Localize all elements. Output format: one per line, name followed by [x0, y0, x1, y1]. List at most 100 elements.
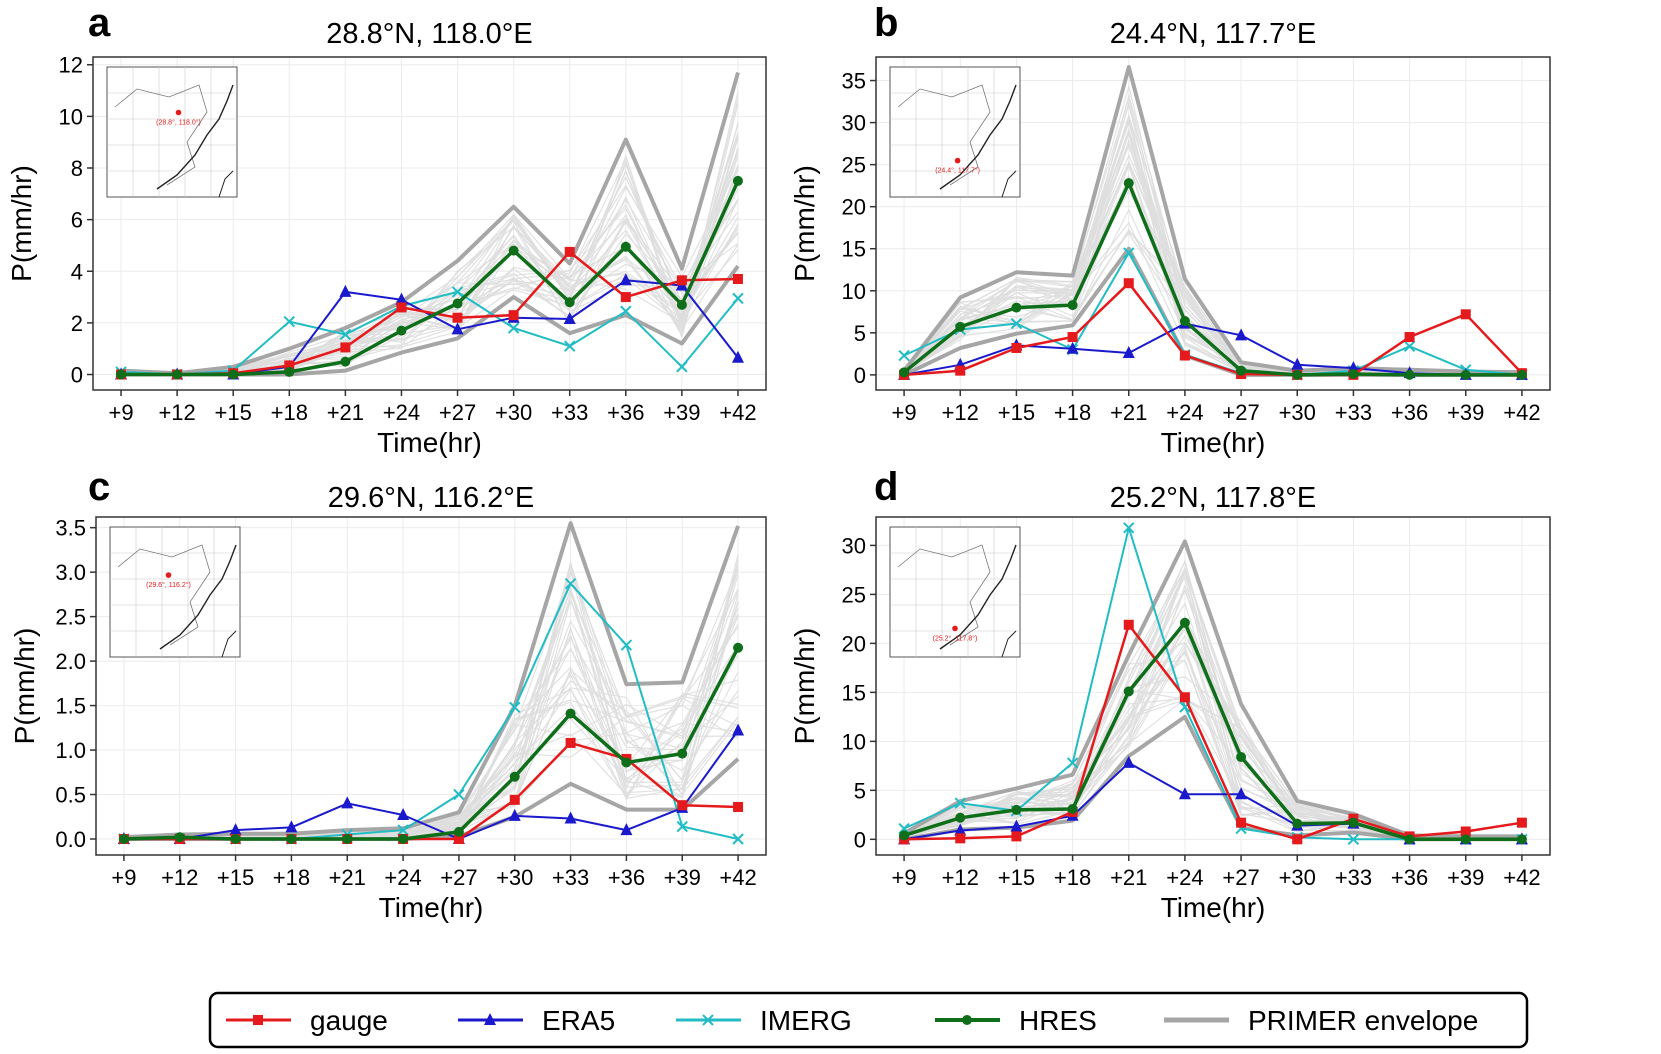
hres-point [564, 297, 575, 308]
hres-point [1123, 686, 1134, 697]
x-tick-label: +18 [1054, 865, 1091, 890]
hres-point [899, 830, 910, 841]
panel-letter: d [874, 465, 898, 509]
hres-point [452, 298, 463, 309]
inset-island [1001, 170, 1017, 198]
legend-entry-era5: ERA5 [458, 1005, 615, 1036]
era5-point [1122, 755, 1135, 768]
gauge-point [508, 310, 519, 321]
imerg-point [954, 797, 966, 809]
y-tick-label: 5 [854, 778, 866, 803]
y-tick-label: 8 [71, 156, 83, 181]
legend-label: ERA5 [542, 1005, 615, 1036]
x-tick-label: +21 [327, 400, 364, 425]
y-tick-label: 3.5 [55, 516, 86, 541]
plot-frame [95, 516, 767, 856]
gauge-point [955, 365, 966, 376]
location-inset-map: (25.2°, 117.8°) [889, 526, 1021, 658]
imerg-point [509, 701, 521, 714]
era5-point [1235, 328, 1248, 341]
legend-label: HRES [1019, 1005, 1097, 1036]
inset-location-dot [954, 157, 961, 164]
primer-envelope-upper-line [123, 521, 740, 840]
panel-b: b 24.4°N, 117.7°E 0 5 10 15 20 25 30 35 +9 +12 +15 +1… [789, 1, 1551, 458]
inset-boundary [897, 544, 991, 646]
legend: gauge ERA5 IMERG HRES PRIMER envelope [208, 991, 1529, 1049]
gauge-point [1460, 309, 1471, 320]
plot-frame [875, 516, 1551, 856]
y-tick-label: 10 [59, 104, 83, 129]
legend-entry-gauge: gauge [226, 1005, 388, 1036]
x-tick-label: +42 [719, 865, 756, 890]
y-tick-label: 0 [71, 363, 83, 388]
x-axis-label: Time(hr) [1161, 892, 1266, 923]
hres-point [565, 708, 576, 719]
imerg-point [1123, 522, 1135, 534]
x-tick-label: +27 [439, 400, 476, 425]
y-tick-label: 1.0 [55, 738, 86, 763]
x-tick-label: +33 [552, 865, 589, 890]
inset-frame [889, 526, 1021, 658]
legend-marker [253, 1015, 263, 1025]
x-tick-label: +15 [217, 865, 254, 890]
hres-point [1348, 817, 1359, 828]
gauge-point [955, 833, 966, 844]
y-tick-label: 0.5 [55, 783, 86, 808]
x-tick-label: +42 [1503, 400, 1540, 425]
location-inset-map: (24.4°, 117.7°) [889, 66, 1021, 198]
imerg-point [1403, 340, 1416, 352]
hres-point [340, 356, 351, 367]
x-tick-label: +30 [1279, 400, 1316, 425]
panel-a: a 28.8°N, 118.0°E 0 2 4 6 8 10 12 +9 +12 +15 +18 +21 +… [6, 1, 767, 458]
era5-point [564, 811, 577, 824]
y-axis-label: P(mm/hr) [6, 165, 37, 282]
imerg-point [676, 361, 688, 373]
x-tick-label: +39 [664, 865, 701, 890]
x-tick-label: +36 [608, 865, 645, 890]
y-tick-label: 0.0 [55, 827, 86, 852]
x-axis-label: Time(hr) [379, 892, 484, 923]
hres-point [1516, 834, 1527, 845]
hres-point [1011, 804, 1022, 815]
era5-point [1066, 341, 1079, 354]
inset-location-dot [165, 572, 172, 578]
hres-point [453, 826, 464, 837]
imerg-point [564, 340, 576, 352]
x-tick-label: +30 [1279, 865, 1316, 890]
x-tick-label: +12 [158, 400, 195, 425]
imerg-point [453, 788, 465, 801]
inset-location-label: (25.2°, 117.8°) [933, 634, 978, 642]
gauge-point [564, 246, 575, 257]
gauge-point [340, 342, 351, 353]
gauge-point [1067, 332, 1078, 343]
plot-frame [92, 56, 767, 391]
series-line [121, 180, 740, 377]
gauge-point [1011, 831, 1022, 842]
x-tick-label: +36 [1391, 400, 1428, 425]
y-tick-label: 0 [854, 827, 866, 852]
x-tick-label: +18 [1054, 400, 1091, 425]
x-tick-label: +24 [1166, 865, 1203, 890]
gauge-point [676, 275, 687, 286]
gauge-point [1179, 350, 1190, 361]
gauge-point [565, 737, 576, 748]
hres-point [342, 833, 353, 844]
era5-point [508, 808, 521, 821]
x-tick-label: +27 [1222, 865, 1259, 890]
imerg-point [898, 349, 910, 362]
hres-point [1460, 834, 1471, 845]
location-inset-map: (29.6°, 116.2°) [109, 526, 241, 658]
legend-entry-primer: PRIMER envelope [1164, 1005, 1478, 1036]
x-tick-label: +42 [719, 400, 756, 425]
hres-point [733, 642, 744, 653]
y-tick-label: 30 [842, 533, 866, 558]
inset-island [218, 170, 234, 198]
primer-envelope-upper-line [902, 65, 1522, 375]
inset-boundary [897, 84, 991, 186]
imerg-point [676, 820, 688, 833]
gauge-point [1179, 692, 1190, 703]
x-axis-label: Time(hr) [1161, 427, 1266, 458]
imerg-point [1347, 833, 1360, 846]
hres-point [172, 369, 183, 380]
